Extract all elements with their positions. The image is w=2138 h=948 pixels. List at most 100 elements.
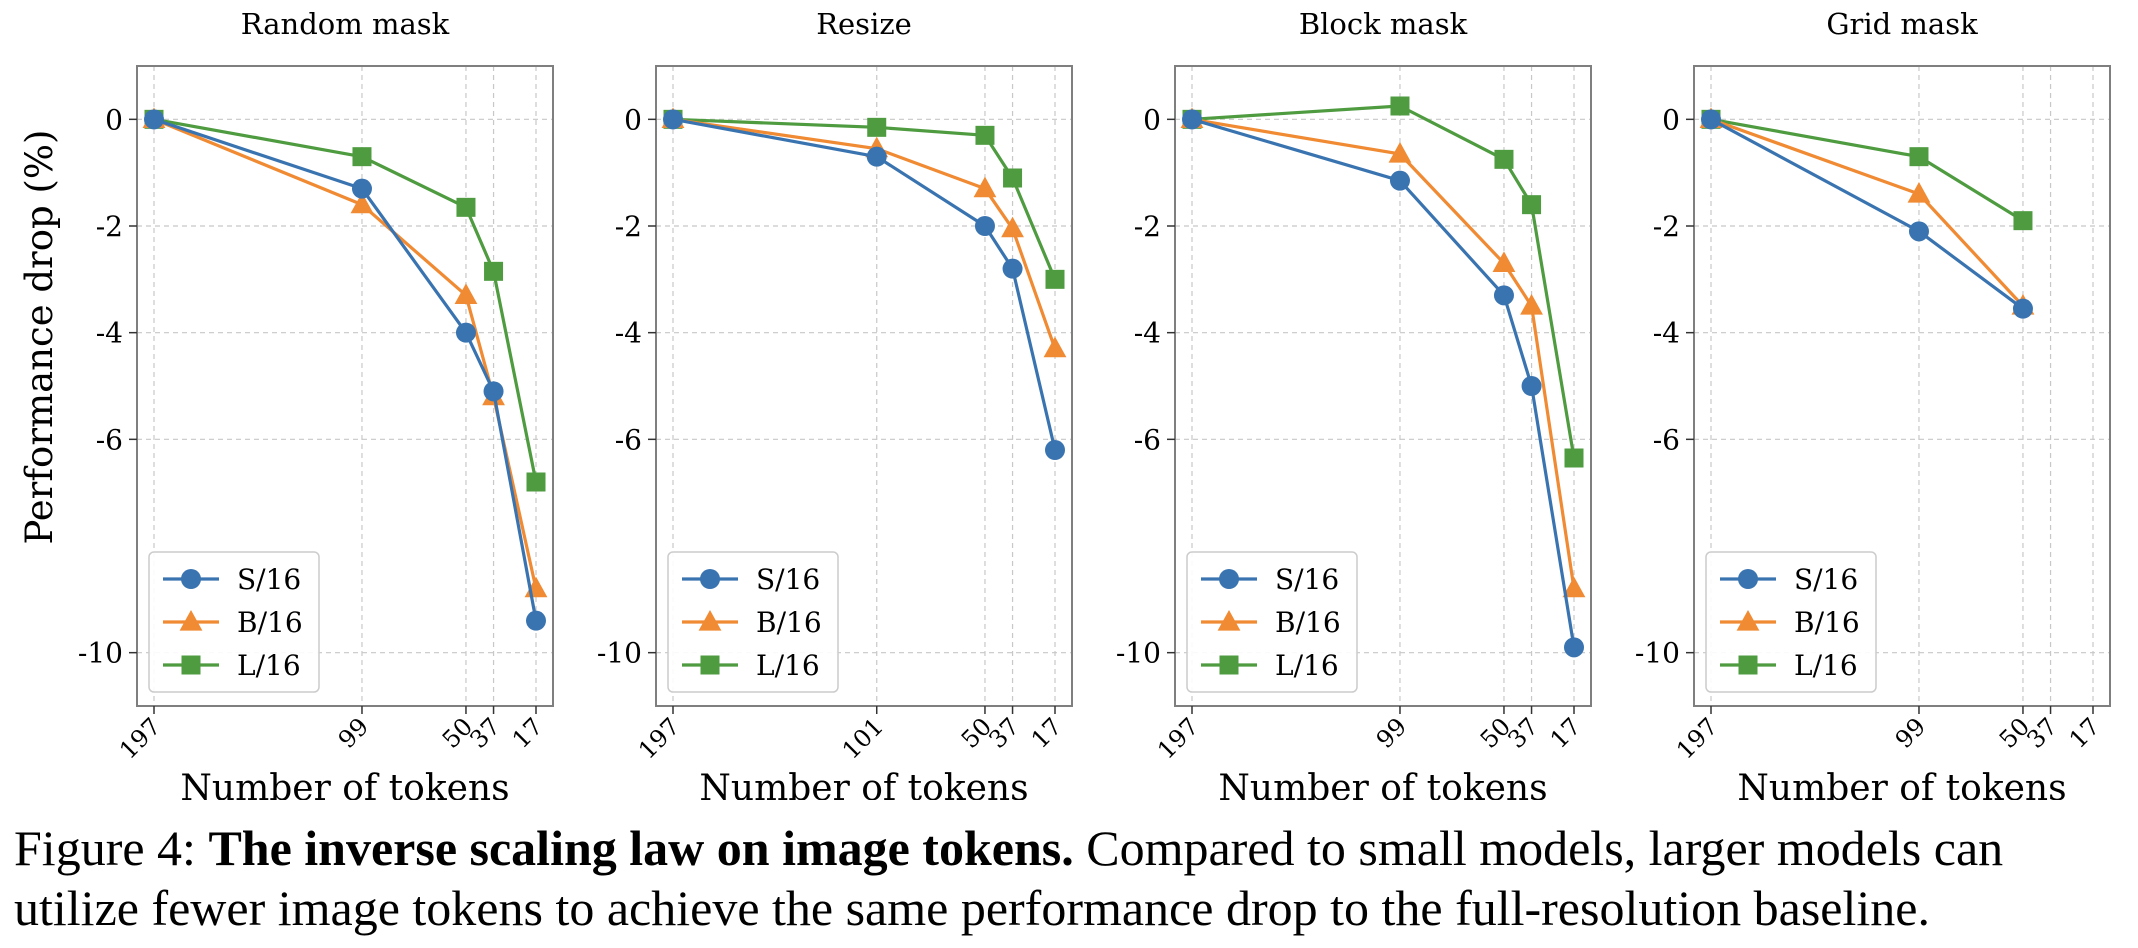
legend-label: B/16 <box>1275 606 1341 639</box>
data-point <box>1494 149 1514 169</box>
series-L-16 <box>1701 109 2033 231</box>
x-tick-label: 99 <box>333 712 374 753</box>
data-point <box>1001 216 1024 238</box>
y-tick-label: -10 <box>1635 637 1680 670</box>
legend: S/16 B/16 L/16 <box>667 551 839 693</box>
data-point <box>1908 221 1929 242</box>
legend-label: S/16 <box>1794 563 1858 596</box>
y-tick-label: -2 <box>1653 210 1680 243</box>
series-line <box>153 117 538 621</box>
legend-label: L/16 <box>1794 649 1858 682</box>
series-B-16 <box>142 107 548 598</box>
shared-y-axis-label: Performance drop (%) <box>18 130 61 545</box>
y-tick-label: -2 <box>96 210 123 243</box>
legend-marker <box>700 655 720 675</box>
legend-marker <box>1736 610 1760 631</box>
x-tick-label: 37 <box>464 712 505 753</box>
x-tick-label: 101 <box>837 712 889 764</box>
data-point <box>1003 168 1023 188</box>
y-tick-label: 0 <box>105 103 123 136</box>
series-line <box>672 117 1057 451</box>
legend-label: L/16 <box>1275 649 1339 682</box>
data-point <box>1564 448 1584 468</box>
legend-label: B/16 <box>1794 606 1860 639</box>
data-point <box>1002 258 1023 279</box>
series-line <box>153 117 538 483</box>
caption-bold-title: The inverse scaling law on image tokens. <box>208 820 1074 876</box>
series-S-16 <box>663 109 1065 460</box>
data-point <box>1907 182 1931 203</box>
chart-title: Random mask <box>241 7 450 41</box>
legend-label: L/16 <box>237 649 301 682</box>
x-tick-label: 197 <box>1152 712 1204 764</box>
data-point <box>483 381 504 402</box>
x-axis-label: Number of tokens <box>699 768 1028 800</box>
y-tick-label: -4 <box>615 317 642 350</box>
data-point <box>1701 109 1721 130</box>
plot-frame <box>1693 65 2111 707</box>
data-point <box>1389 170 1410 191</box>
data-point <box>663 109 683 130</box>
data-point <box>1045 440 1065 460</box>
data-point <box>2013 211 2033 231</box>
y-tick-label: -2 <box>615 210 642 243</box>
legend: S/16 B/16 L/16 <box>1705 551 1877 693</box>
legend: S/16 B/16 L/16 <box>1186 551 1358 693</box>
legend-marker <box>179 610 203 631</box>
y-tick-label: -10 <box>1116 637 1161 670</box>
x-tick-label: 99 <box>1890 712 1931 753</box>
legend-label: L/16 <box>756 649 820 682</box>
x-axis-label: Number of tokens <box>1218 768 1547 800</box>
legend-label: S/16 <box>1275 563 1339 596</box>
x-tick-label: 37 <box>983 712 1024 753</box>
y-tick-label: -2 <box>1134 210 1161 243</box>
data-point <box>973 176 997 198</box>
x-axis-label: Number of tokens <box>1737 768 2066 800</box>
series-L-16 <box>663 109 1065 289</box>
series-L-16 <box>144 109 546 492</box>
data-point <box>455 322 476 343</box>
series-S-16 <box>1182 109 1584 658</box>
series-B-16 <box>1180 107 1586 598</box>
legend-marker <box>698 610 722 631</box>
x-tick-label: 37 <box>2021 712 2062 753</box>
series-B-16 <box>661 107 1067 358</box>
legend-marker <box>181 655 201 675</box>
y-tick-label: -10 <box>597 637 642 670</box>
legend-label: B/16 <box>237 606 303 639</box>
y-tick-label: -6 <box>615 423 642 456</box>
data-point <box>1388 142 1412 163</box>
legend-label: S/16 <box>756 563 820 596</box>
data-point <box>1182 109 1202 130</box>
y-tick-label: -4 <box>1653 317 1680 350</box>
data-point <box>1493 285 1514 306</box>
chart-title: Grid mask <box>1826 7 1978 41</box>
data-point <box>1564 637 1584 658</box>
data-point <box>1390 96 1410 116</box>
y-tick-label: -6 <box>1134 423 1161 456</box>
plot-frame <box>655 65 1073 707</box>
y-tick-label: 0 <box>1143 103 1161 136</box>
data-point <box>526 472 546 492</box>
legend-marker <box>1738 569 1758 589</box>
x-tick-label: 197 <box>633 712 685 764</box>
data-point <box>484 261 504 281</box>
data-point <box>350 192 374 214</box>
caption-prefix: Figure 4: <box>14 820 209 876</box>
y-tick-label: 0 <box>1662 103 1680 136</box>
legend-marker <box>700 569 720 589</box>
chart-title: Block mask <box>1299 7 1468 41</box>
y-tick-label: -4 <box>1134 317 1161 350</box>
y-tick-label: -4 <box>96 317 123 350</box>
data-point <box>144 109 164 130</box>
x-tick-label: 99 <box>1371 712 1412 753</box>
data-point <box>1043 336 1067 358</box>
y-tick-label: -10 <box>78 637 123 670</box>
data-point <box>1522 195 1542 215</box>
data-point <box>456 197 476 217</box>
